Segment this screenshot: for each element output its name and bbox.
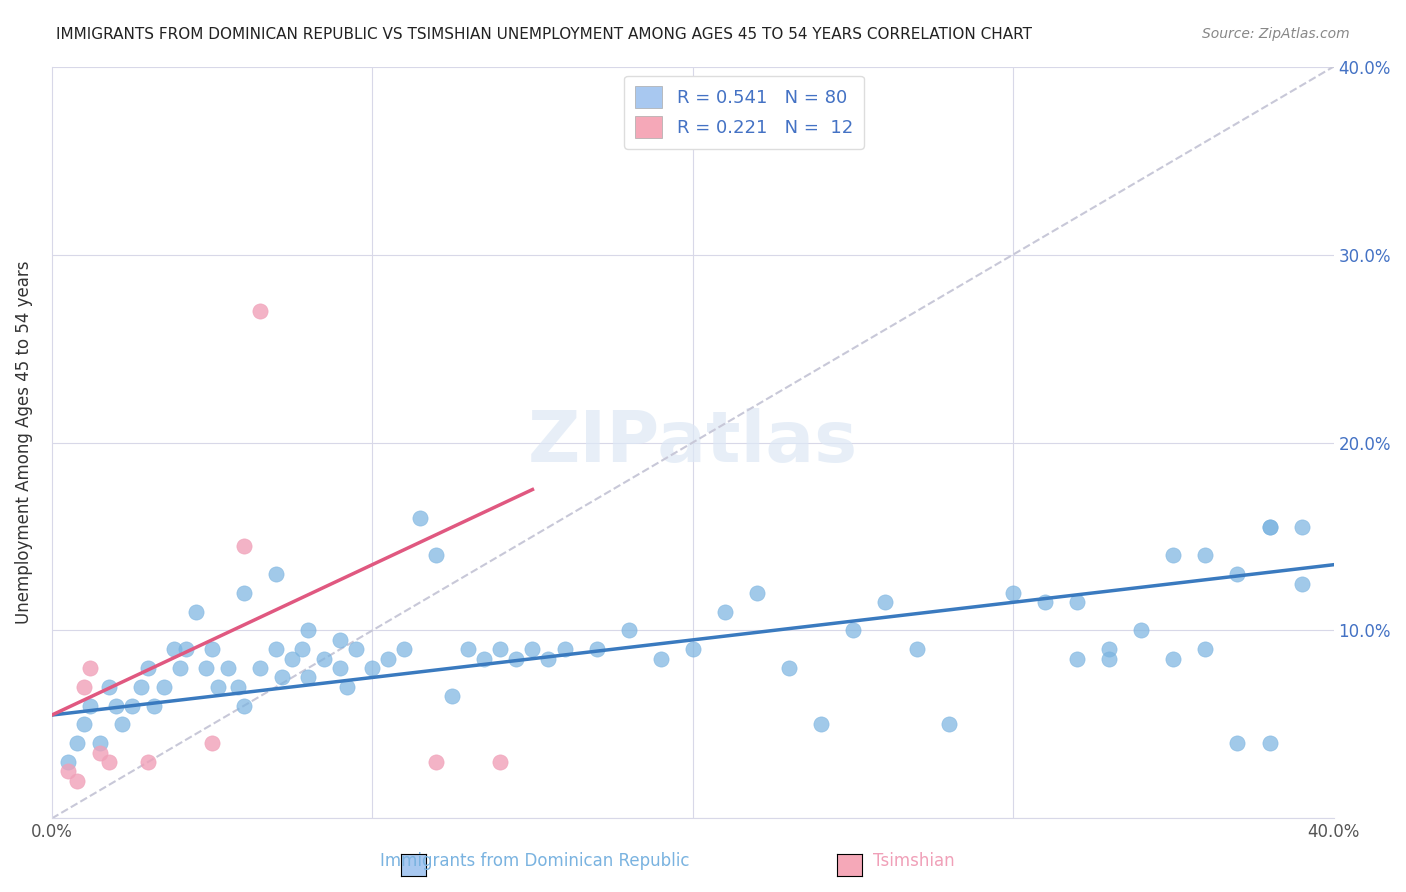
Point	[233, 698, 256, 713]
Point	[143, 698, 166, 713]
Point	[131, 680, 153, 694]
Point	[73, 717, 96, 731]
Point	[745, 586, 768, 600]
Point	[136, 755, 159, 769]
Point	[184, 605, 207, 619]
Point	[201, 642, 224, 657]
Point	[271, 671, 294, 685]
Point	[153, 680, 176, 694]
Point	[217, 661, 239, 675]
Point	[1258, 520, 1281, 534]
Point	[1291, 576, 1313, 591]
Point	[1098, 651, 1121, 665]
Point	[56, 755, 79, 769]
Point	[905, 642, 928, 657]
Point	[1226, 736, 1249, 750]
Point	[281, 651, 304, 665]
Point	[291, 642, 314, 657]
Point	[1098, 642, 1121, 657]
Point	[1130, 624, 1153, 638]
Point	[207, 680, 229, 694]
Point	[713, 605, 735, 619]
Point	[329, 661, 352, 675]
Text: Tsimshian: Tsimshian	[873, 852, 955, 870]
Point	[522, 642, 544, 657]
Point	[409, 510, 432, 524]
Point	[297, 624, 319, 638]
Point	[104, 698, 127, 713]
Point	[98, 680, 121, 694]
Point	[66, 773, 89, 788]
Point	[79, 698, 101, 713]
Point	[682, 642, 704, 657]
Point	[873, 595, 896, 609]
Point	[249, 661, 271, 675]
Point	[226, 680, 249, 694]
Point	[176, 642, 198, 657]
Point	[98, 755, 121, 769]
Point	[66, 736, 89, 750]
Point	[1258, 736, 1281, 750]
Legend: R = 0.541   N = 80, R = 0.221   N =  12: R = 0.541 N = 80, R = 0.221 N = 12	[624, 76, 863, 149]
Point	[233, 586, 256, 600]
Point	[425, 549, 447, 563]
Point	[474, 651, 496, 665]
Point	[89, 746, 111, 760]
Point	[425, 755, 447, 769]
Point	[778, 661, 800, 675]
Point	[329, 632, 352, 647]
Text: Source: ZipAtlas.com: Source: ZipAtlas.com	[1202, 27, 1350, 41]
Point	[1226, 567, 1249, 582]
Point	[194, 661, 217, 675]
Point	[249, 304, 271, 318]
Point	[314, 651, 336, 665]
Point	[344, 642, 367, 657]
Point	[336, 680, 359, 694]
Point	[1002, 586, 1025, 600]
Point	[121, 698, 143, 713]
Point	[1163, 549, 1185, 563]
Point	[489, 642, 512, 657]
Point	[810, 717, 832, 731]
Point	[377, 651, 399, 665]
Point	[361, 661, 384, 675]
Point	[1258, 520, 1281, 534]
Point	[1194, 642, 1216, 657]
Point	[1163, 651, 1185, 665]
Point	[489, 755, 512, 769]
Point	[505, 651, 527, 665]
Point	[162, 642, 184, 657]
Point	[537, 651, 560, 665]
Point	[938, 717, 960, 731]
Point	[650, 651, 672, 665]
Point	[297, 671, 319, 685]
Text: Immigrants from Dominican Republic: Immigrants from Dominican Republic	[380, 852, 689, 870]
Y-axis label: Unemployment Among Ages 45 to 54 years: Unemployment Among Ages 45 to 54 years	[15, 260, 32, 624]
Point	[1066, 651, 1088, 665]
Point	[264, 642, 287, 657]
Text: IMMIGRANTS FROM DOMINICAN REPUBLIC VS TSIMSHIAN UNEMPLOYMENT AMONG AGES 45 TO 54: IMMIGRANTS FROM DOMINICAN REPUBLIC VS TS…	[56, 27, 1032, 42]
Point	[553, 642, 575, 657]
Point	[79, 661, 101, 675]
Point	[264, 567, 287, 582]
Point	[585, 642, 607, 657]
Point	[201, 736, 224, 750]
Point	[842, 624, 865, 638]
Point	[136, 661, 159, 675]
Point	[1194, 549, 1216, 563]
Point	[233, 539, 256, 553]
Point	[73, 680, 96, 694]
Point	[111, 717, 134, 731]
Point	[1291, 520, 1313, 534]
Text: ZIPatlas: ZIPatlas	[527, 408, 858, 477]
Point	[394, 642, 416, 657]
Point	[617, 624, 640, 638]
Point	[441, 690, 464, 704]
Point	[1033, 595, 1056, 609]
Point	[56, 764, 79, 779]
Point	[1066, 595, 1088, 609]
Point	[457, 642, 479, 657]
Point	[89, 736, 111, 750]
Point	[169, 661, 191, 675]
